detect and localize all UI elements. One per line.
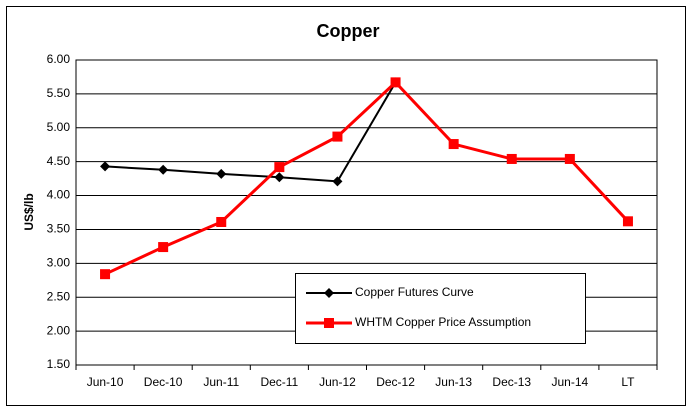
x-tick-label: Jun-11 <box>203 375 239 389</box>
y-tick-label: 3.00 <box>47 256 71 270</box>
marker <box>390 77 401 88</box>
marker <box>158 164 169 175</box>
x-tick-label: Jun-13 <box>435 375 472 389</box>
x-tick-label: Jun-14 <box>551 375 588 389</box>
marker <box>332 176 343 187</box>
y-tick-label: 4.00 <box>47 188 71 202</box>
y-axis-label: US$/lb <box>22 193 36 230</box>
y-tick-label: 5.00 <box>47 120 71 134</box>
legend-label: WHTM Copper Price Assumption <box>355 315 531 329</box>
marker <box>332 131 343 142</box>
marker <box>448 139 459 150</box>
marker <box>274 162 285 173</box>
x-tick-label: Dec-13 <box>492 375 531 389</box>
x-tick-label: Dec-11 <box>260 375 298 389</box>
marker <box>622 216 633 227</box>
y-tick-label: 2.50 <box>47 289 71 303</box>
marker <box>100 269 111 280</box>
chart-border <box>6 6 686 406</box>
series-line <box>104 80 630 276</box>
x-tick-label: Dec-12 <box>376 375 415 389</box>
legend-box <box>295 273 586 344</box>
y-tick-label: 3.50 <box>47 222 71 236</box>
series-line <box>104 81 397 183</box>
marker <box>100 161 111 172</box>
marker <box>564 153 575 164</box>
y-tick-label: 4.50 <box>47 154 71 168</box>
x-tick-label: LT <box>621 375 635 389</box>
x-tick-label: Jun-10 <box>87 375 124 389</box>
marker <box>324 318 334 328</box>
x-tick-label: Dec-10 <box>144 375 183 389</box>
y-tick-label: 1.50 <box>47 357 71 371</box>
x-tick-label: Jun-12 <box>319 375 356 389</box>
chart-title: Copper <box>317 21 380 41</box>
y-tick-label: 5.50 <box>47 86 71 100</box>
y-tick-label: 2.00 <box>47 323 71 337</box>
marker <box>216 168 227 179</box>
marker <box>506 153 517 164</box>
marker <box>324 288 334 298</box>
marker <box>274 172 285 183</box>
marker <box>216 216 227 227</box>
marker <box>158 242 169 253</box>
y-tick-label: 6.00 <box>47 52 71 66</box>
legend: Copper Futures Curve WHTM Copper Price As… <box>295 273 586 344</box>
legend-label: Copper Futures Curve <box>355 285 474 299</box>
